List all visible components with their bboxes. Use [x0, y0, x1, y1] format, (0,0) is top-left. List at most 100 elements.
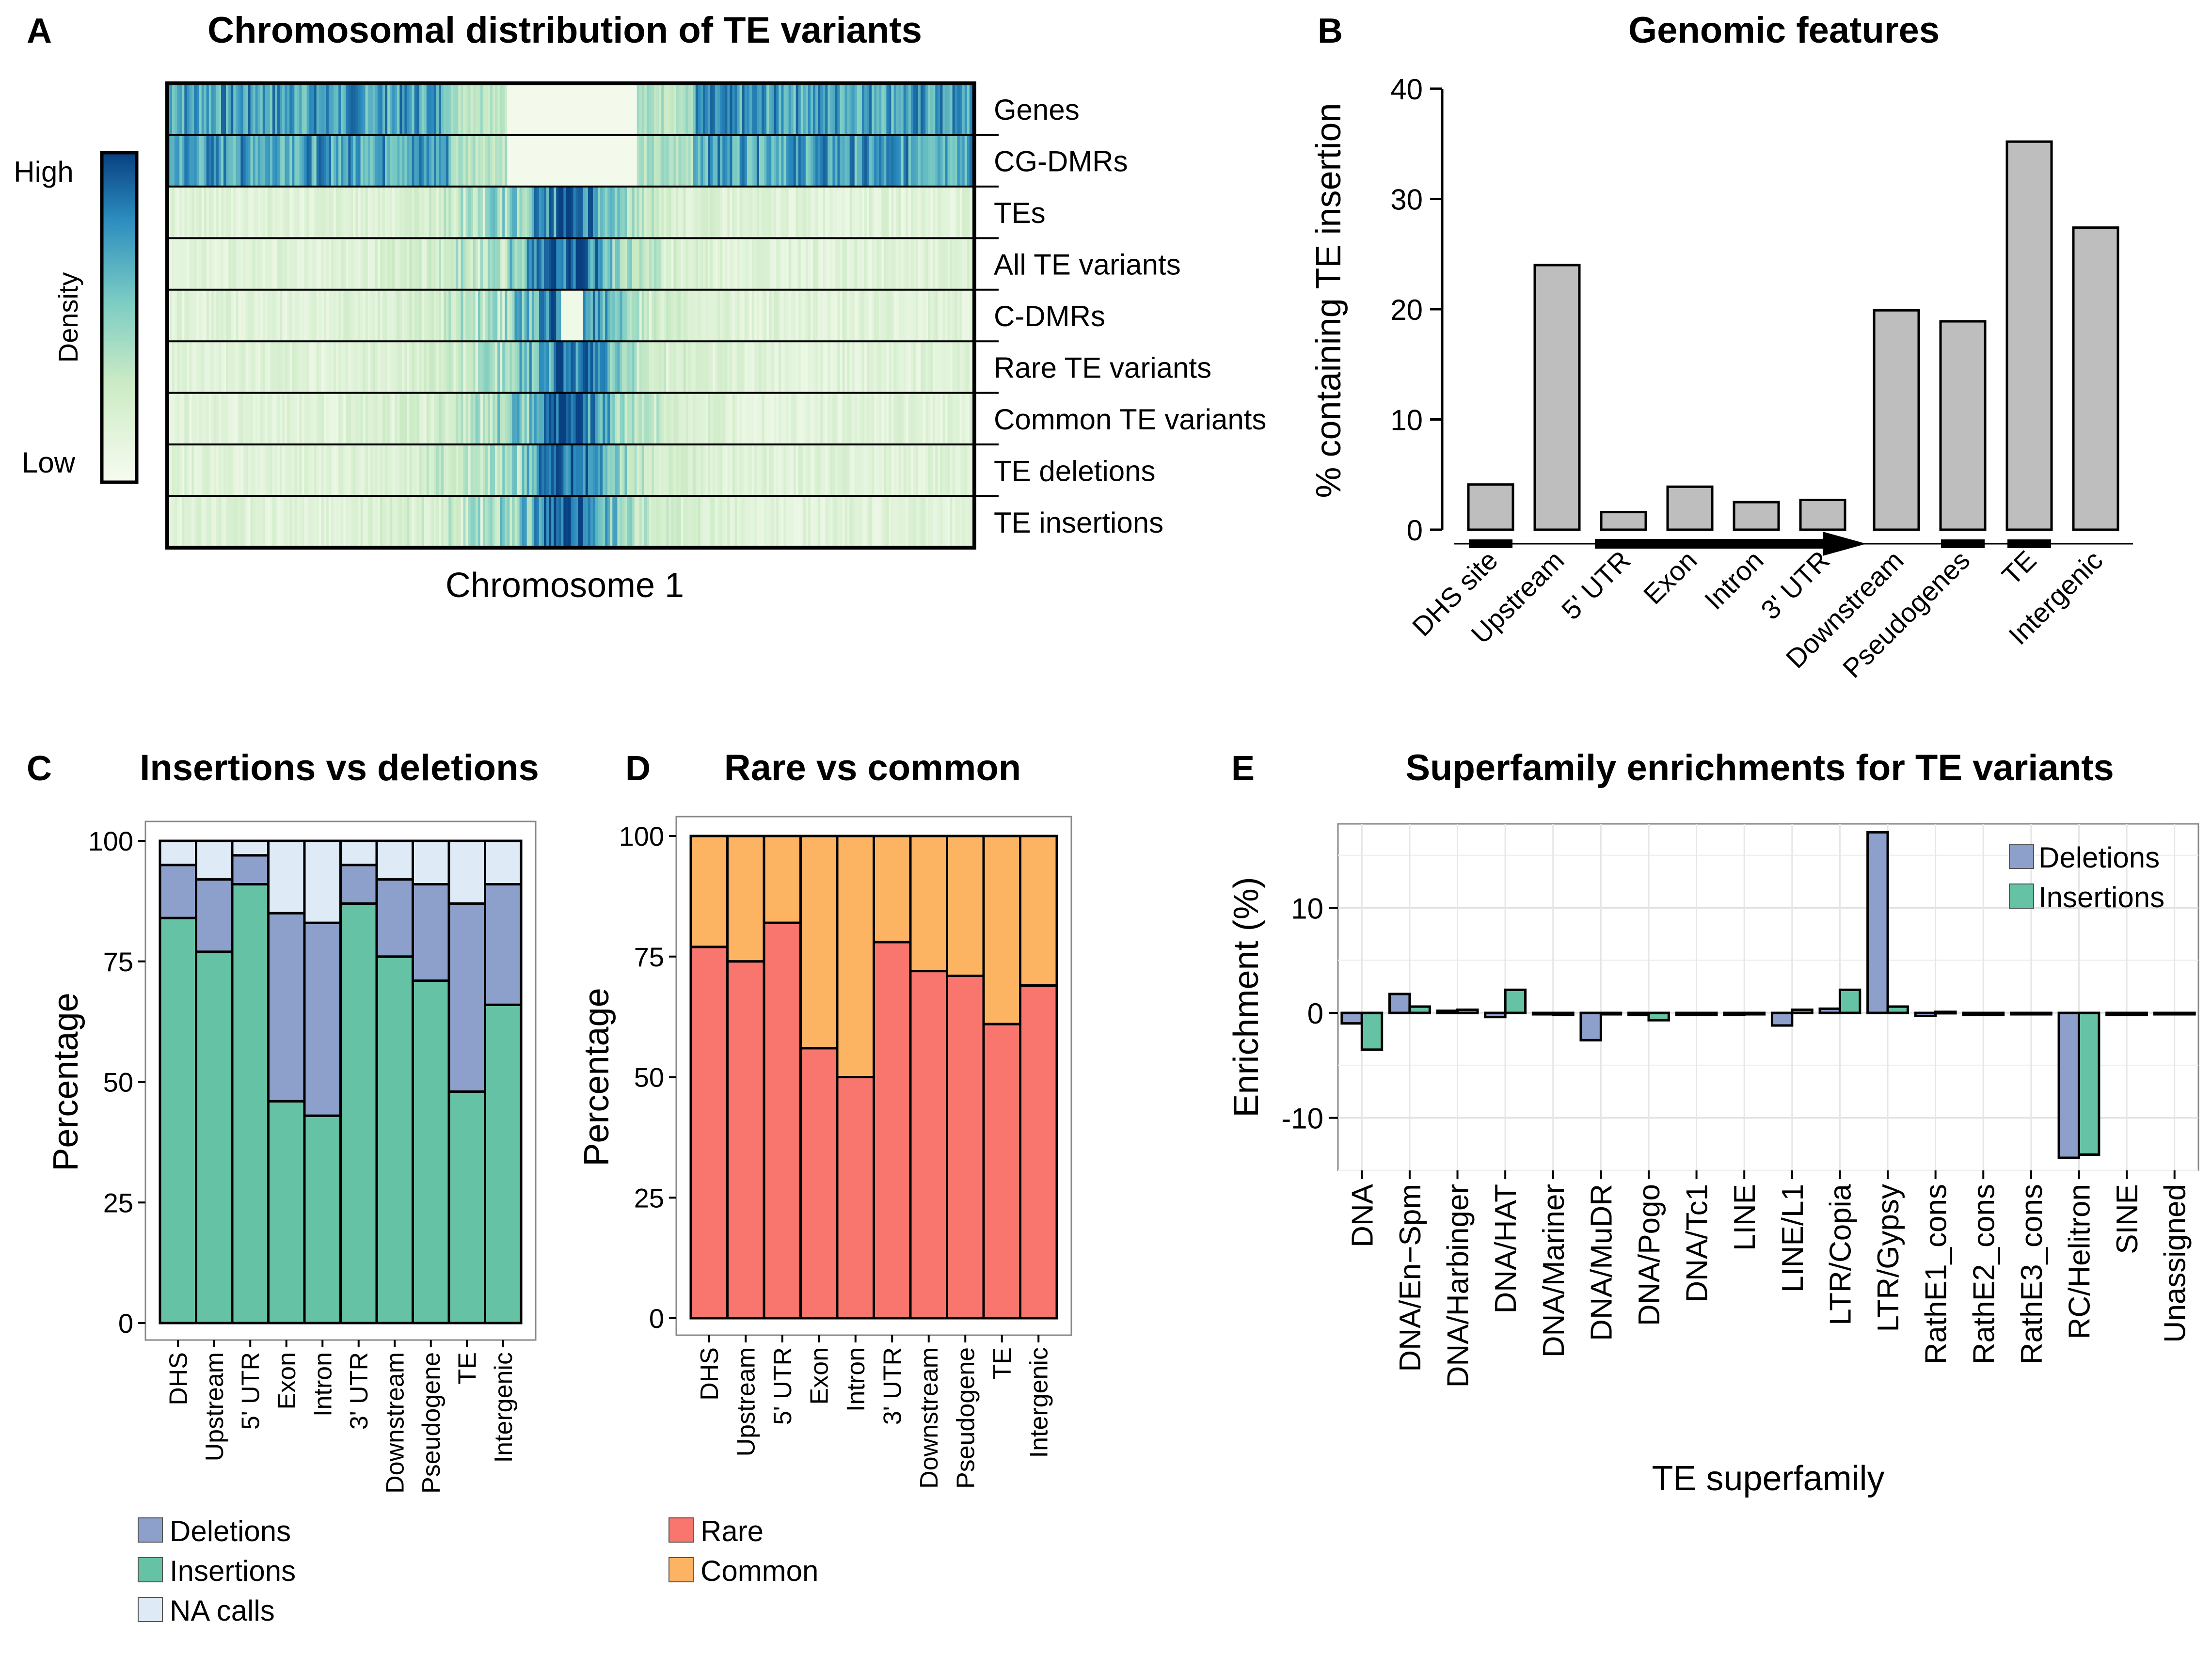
heatmap-cell [280, 186, 283, 238]
heatmap-cell [678, 135, 682, 187]
heatmap-cell [676, 393, 679, 445]
heatmap-cell [781, 83, 784, 135]
heatmap-cell [952, 238, 955, 290]
heatmap-cell [297, 186, 300, 238]
heatmap-cell [314, 444, 317, 496]
heatmap-cell [708, 341, 711, 393]
heatmap-cell [556, 393, 559, 445]
heatmap-cell [253, 83, 256, 135]
heatmap-cell [700, 444, 703, 496]
heatmap-cell [578, 135, 581, 187]
heatmap-cell [666, 289, 669, 342]
heatmap-cell [874, 393, 877, 445]
heatmap-cell [399, 83, 402, 135]
heatmap-cell [436, 135, 439, 187]
heatmap-cell [774, 393, 777, 445]
panel-e-grouped-bar: Superfamily enrichments for TE variants … [1227, 747, 2199, 1498]
heatmap-cell [627, 135, 630, 187]
heatmap-cell [260, 289, 263, 342]
heatmap-cell [872, 393, 875, 445]
heatmap-cell [218, 341, 222, 393]
bar-segment-na-calls [303, 839, 342, 924]
heatmap-cell [725, 238, 728, 290]
heatmap-cell [448, 444, 451, 496]
heatmap-cell [776, 289, 779, 342]
heatmap-cell [891, 238, 894, 290]
bar-segment-rare [689, 946, 729, 1320]
heatmap-cell [275, 341, 278, 393]
heatmap-cell [260, 135, 263, 187]
heatmap-cell [549, 135, 552, 187]
heatmap-cell [416, 444, 420, 496]
heatmap-cell [756, 135, 760, 187]
x-tick-label: Upstream [201, 1352, 229, 1461]
heatmap-cell [299, 496, 302, 548]
heatmap-cell [419, 496, 422, 548]
heatmap-cell [659, 393, 662, 445]
heatmap-cell [539, 341, 542, 393]
heatmap-cell [343, 186, 346, 238]
heatmap-cell [502, 186, 505, 238]
heatmap-cell [776, 393, 779, 445]
heatmap-cell [698, 393, 701, 445]
heatmap-cell [493, 83, 495, 135]
heatmap-cell [864, 393, 867, 445]
heatmap-cell [739, 186, 743, 238]
heatmap-cell [627, 83, 630, 135]
heatmap-cell [693, 341, 696, 393]
heatmap-cell [766, 393, 769, 445]
heatmap-cell [896, 289, 899, 342]
heatmap-cell [206, 444, 209, 496]
heatmap-cell [206, 83, 209, 135]
heatmap-cell [348, 289, 351, 342]
heatmap-cell [255, 444, 258, 496]
heatmap-cell [925, 135, 928, 187]
heatmap-cell [260, 444, 263, 496]
heatmap-cell [617, 83, 621, 135]
heatmap-cell [372, 289, 376, 342]
heatmap-cell [722, 289, 725, 342]
legend-swatch [138, 1557, 163, 1582]
heatmap-cell [783, 83, 787, 135]
heatmap-cell [913, 341, 916, 393]
heatmap-cell [414, 238, 417, 290]
heatmap-cell [945, 393, 948, 445]
heatmap-cell [451, 83, 454, 135]
bar-segment-na-calls [195, 839, 234, 881]
heatmap-cell [390, 444, 393, 496]
heatmap-cell [497, 289, 500, 342]
heatmap-cell [749, 135, 752, 187]
heatmap-cell [260, 341, 263, 393]
heatmap-cell [578, 496, 581, 548]
heatmap-cell [872, 341, 875, 393]
bar-segment-insertions [484, 1003, 523, 1325]
heatmap-cell [275, 135, 278, 187]
heatmap-cell [267, 393, 271, 445]
heatmap-cell [433, 496, 437, 548]
heatmap-cell [659, 135, 662, 187]
heatmap-cell [512, 444, 515, 496]
heatmap-cell [253, 341, 256, 393]
heatmap-cell [720, 83, 723, 135]
heatmap-cell [270, 289, 273, 342]
heatmap-cell [573, 238, 576, 290]
heatmap-cell [734, 238, 738, 290]
heatmap-cell [446, 186, 449, 238]
heatmap-cell [177, 289, 180, 342]
heatmap-cell [742, 83, 745, 135]
heatmap-cell [385, 186, 388, 238]
heatmap-cell [818, 186, 821, 238]
heatmap-cell [524, 289, 527, 342]
heatmap-cell [502, 135, 505, 187]
heatmap-cell [815, 341, 818, 393]
heatmap-cell [526, 341, 530, 393]
heatmap-cell [512, 289, 515, 342]
heatmap-cell [414, 289, 417, 342]
heatmap-cell [612, 186, 615, 238]
heatmap-cell [265, 238, 268, 290]
heatmap-cell [480, 238, 483, 290]
heatmap-cell [546, 341, 549, 393]
heatmap-cell [906, 393, 909, 445]
heatmap-cell [575, 83, 579, 135]
heatmap-cell [762, 83, 764, 135]
